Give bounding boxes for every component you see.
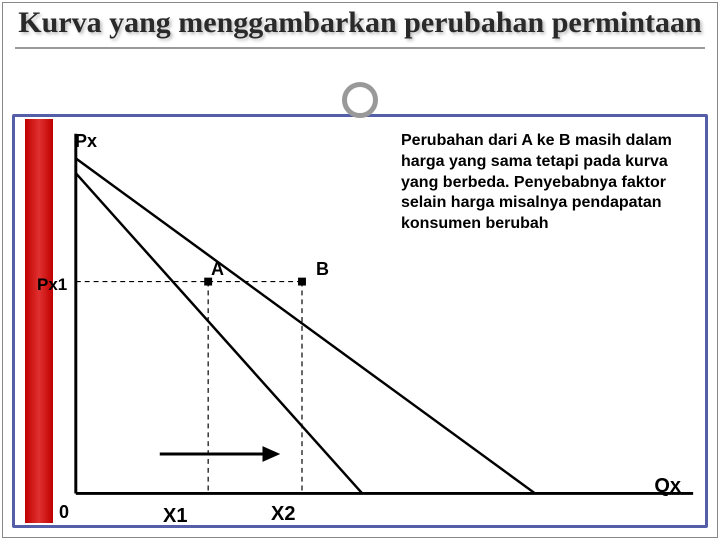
ring-divider-icon xyxy=(342,82,378,118)
point-b-marker xyxy=(298,278,306,286)
y-axis-label: Px xyxy=(75,131,97,152)
x-axis-label: Qx xyxy=(654,475,681,498)
point-a-label: A xyxy=(211,259,224,280)
title-container: Kurva yang menggambarkan perubahan permi… xyxy=(15,6,705,49)
slide-title: Kurva yang menggambarkan perubahan permi… xyxy=(15,6,705,39)
chart-area: Px Px1 0 X1 X2 Qx A B Perubahan dari A k… xyxy=(61,119,703,523)
shift-arrow-head-icon xyxy=(262,446,280,462)
demand-curve-a xyxy=(76,173,362,493)
origin-label: 0 xyxy=(59,502,69,523)
explanation-text: Perubahan dari A ke B masih dalam harga … xyxy=(401,131,706,235)
x-tick-1: X1 xyxy=(163,505,187,528)
y-tick-px1: Px1 xyxy=(37,275,67,295)
red-accent-stripe xyxy=(25,119,53,523)
x-tick-2: X2 xyxy=(271,503,295,526)
content-frame: Px Px1 0 X1 X2 Qx A B Perubahan dari A k… xyxy=(12,114,708,528)
point-b-label: B xyxy=(316,259,329,280)
content-background: Px Px1 0 X1 X2 Qx A B Perubahan dari A k… xyxy=(17,119,703,523)
